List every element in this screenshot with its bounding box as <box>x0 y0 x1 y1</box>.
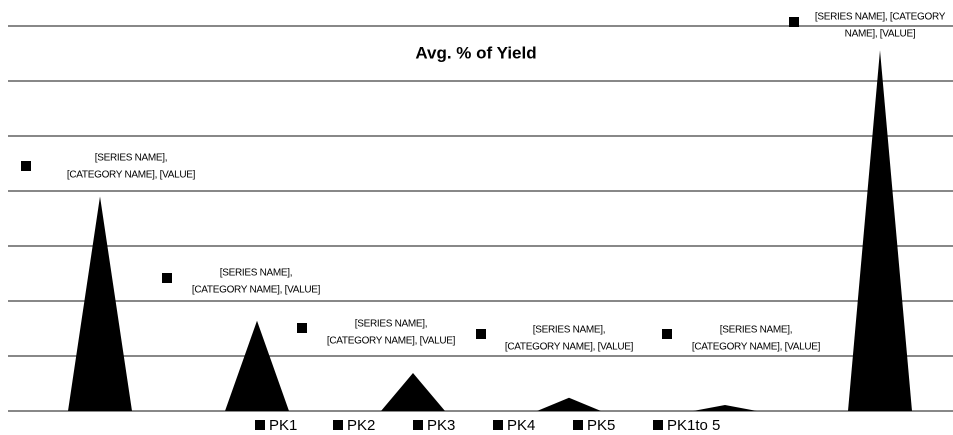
legend-key <box>255 420 265 430</box>
data-label: [CATEGORY NAME], [VALUE] <box>192 285 321 296</box>
data-label: [SERIES NAME], <box>720 325 793 336</box>
data-label: [CATEGORY NAME], [VALUE] <box>327 336 456 347</box>
triangle-bar <box>848 50 912 411</box>
label-key <box>476 329 486 339</box>
legend-key <box>653 420 663 430</box>
triangle-bar <box>381 373 445 411</box>
legend-label: PK1to 5 <box>667 417 720 434</box>
data-label: [SERIES NAME], <box>533 325 606 336</box>
triangle-bar <box>225 320 289 411</box>
chart-title: Avg. % of Yield <box>415 43 536 62</box>
data-label: [SERIES NAME], <box>95 153 168 164</box>
legend-key <box>493 420 503 430</box>
legend-key <box>573 420 583 430</box>
legend-label: PK4 <box>507 417 535 434</box>
triangle-bar <box>68 196 132 411</box>
legend-label: PK1 <box>269 417 297 434</box>
data-label: [CATEGORY NAME], [VALUE] <box>692 342 821 353</box>
label-key <box>789 17 799 27</box>
legend-label: PK2 <box>347 417 375 434</box>
legend-label: PK3 <box>427 417 455 434</box>
data-label: [SERIES NAME], <box>220 268 293 279</box>
legend-key <box>413 420 423 430</box>
data-label: NAME], [VALUE] <box>845 29 916 40</box>
legend-label: PK5 <box>587 417 615 434</box>
label-key <box>21 161 31 171</box>
label-key <box>662 329 672 339</box>
data-label: [SERIES NAME], [CATEGORY <box>815 12 946 23</box>
triangle-bar <box>693 404 757 411</box>
legend-key <box>333 420 343 430</box>
data-label: [CATEGORY NAME], [VALUE] <box>67 170 196 181</box>
data-label: [SERIES NAME], <box>355 319 428 330</box>
triangle-bar <box>537 397 601 411</box>
label-key <box>297 323 307 333</box>
data-label: [CATEGORY NAME], [VALUE] <box>505 342 634 353</box>
label-key <box>162 273 172 283</box>
